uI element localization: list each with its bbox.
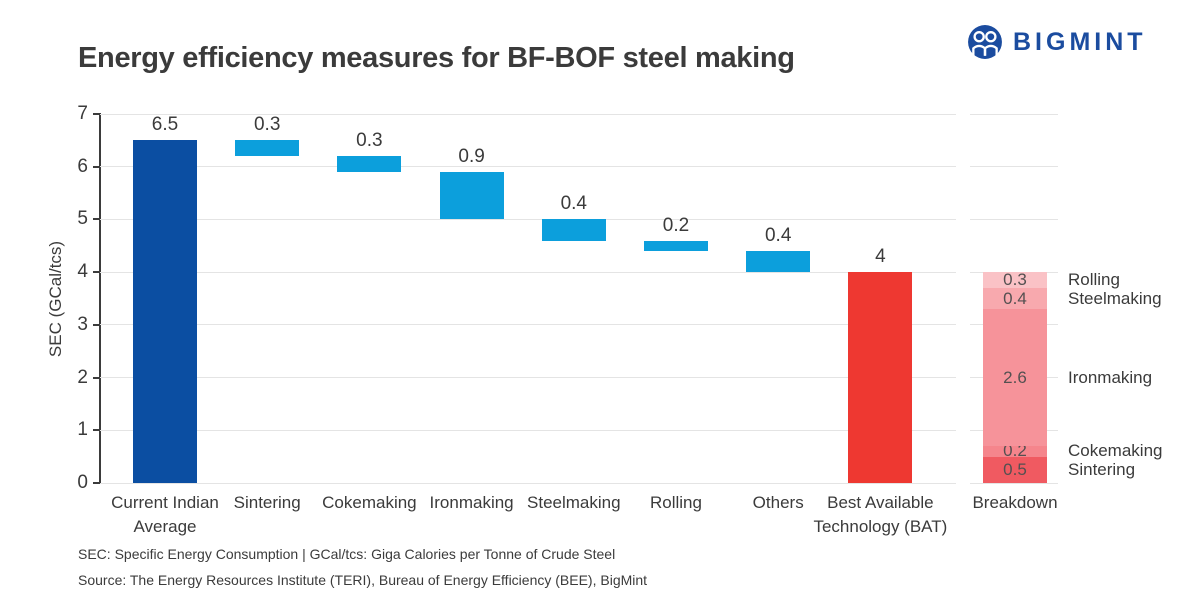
bigmint-logo: BIGMINT (967, 24, 1147, 60)
x-axis-label-ironmaking: Ironmaking (429, 493, 514, 512)
gridline-breakdown (970, 166, 1058, 168)
bar-current-indian-average (133, 140, 197, 483)
bar-value-label: 0.3 (356, 130, 383, 152)
bar-value-label: 0.4 (764, 225, 792, 247)
x-axis-label-others: Others (752, 493, 804, 512)
gridline (100, 377, 956, 379)
y-tick-label: 2 (77, 366, 88, 388)
y-tick-label: 6 (77, 155, 88, 177)
bar-value-label: 0.4 (560, 193, 587, 215)
bar-sintering (235, 140, 300, 157)
y-tick-label: 3 (77, 313, 88, 335)
bar-value-label: 4 (875, 246, 886, 268)
y-axis-tick (93, 218, 100, 221)
breakdown-segment-rolling (983, 272, 1047, 288)
y-tick-label: 0 (77, 472, 88, 493)
breakdown-segment-value: 0.4 (1003, 288, 1027, 308)
bar-rolling (644, 240, 708, 252)
footnote-source: Source: The Energy Resources Institute (… (78, 572, 648, 588)
gridline-breakdown (970, 482, 1058, 484)
gridline (100, 113, 956, 115)
gridline (100, 324, 956, 326)
x-axis-label-sintering: Sintering (233, 493, 301, 512)
breakdown-segment-value: 2.6 (1003, 367, 1027, 387)
breakdown-segment-ironmaking (983, 309, 1047, 447)
gridline (100, 271, 956, 273)
y-axis-tick (93, 113, 100, 115)
gridline (100, 218, 956, 220)
bigmint-logo-text: BIGMINT (1013, 27, 1147, 56)
bar-value-label: 0.3 (253, 114, 281, 136)
footnote-abbreviations: SEC: Specific Energy Consumption | GCal/… (78, 546, 616, 562)
x-axis-label-breakdown: Breakdown (972, 493, 1058, 512)
bar-steelmaking (541, 219, 606, 241)
bar-value-label: 0.2 (662, 214, 690, 236)
chart-title: Energy efficiency measures for BF-BOF st… (78, 42, 795, 74)
bar-value-label: 0.9 (458, 145, 485, 167)
breakdown-segment-value: 0.3 (1003, 270, 1027, 290)
bigmint-logo-icon (967, 24, 1003, 60)
x-axis-label-current-indian-average: Current Indian Average (111, 493, 219, 536)
breakdown-side-label-steelmaking: Steelmaking (1068, 288, 1162, 308)
y-tick-label: 1 (77, 419, 88, 441)
breakdown-segment-steelmaking (983, 287, 1047, 310)
breakdown-segment-sintering (983, 456, 1047, 483)
gridline (100, 429, 956, 431)
bar-value-label: 6.5 (151, 114, 179, 136)
breakdown-segment-value: 0.5 (1003, 459, 1027, 479)
y-tick-label: 7 (77, 103, 88, 124)
bar-cokemaking (337, 156, 402, 172)
y-axis-tick (93, 482, 100, 484)
breakdown-side-label-rolling: Rolling (1068, 270, 1120, 290)
y-axis-tick (93, 429, 100, 432)
gridline-breakdown (970, 218, 1058, 220)
y-tick-label: 5 (77, 208, 88, 230)
breakdown-segment-value: 0.2 (1003, 441, 1027, 461)
breakdown-segment-cokemaking (983, 446, 1047, 457)
gridline-breakdown (970, 113, 1058, 115)
y-axis-tick (93, 271, 100, 274)
y-axis-line (99, 113, 101, 484)
y-axis-tick (93, 376, 100, 379)
gridline (100, 482, 956, 484)
gridline (100, 166, 956, 168)
x-axis-label-rolling: Rolling (650, 493, 702, 512)
x-axis-label-best-available-technology-bat: Best Available Technology (BAT) (813, 493, 948, 536)
y-axis-tick (93, 165, 100, 168)
y-axis-tick (93, 323, 100, 326)
breakdown-side-label-sintering: Sintering (1068, 459, 1136, 479)
bar-others (746, 251, 811, 273)
y-axis-title: SEC (GCal/tcs) (46, 240, 65, 358)
bar-ironmaking (439, 171, 504, 220)
breakdown-side-label-ironmaking: Ironmaking (1068, 367, 1153, 387)
y-tick-label: 4 (77, 261, 88, 283)
x-axis-label-steelmaking: Steelmaking (527, 493, 621, 512)
x-axis-label-cokemaking: Cokemaking (322, 493, 417, 512)
bar-best-available-technology-bat (848, 272, 913, 483)
breakdown-side-label-cokemaking: Cokemaking (1068, 441, 1163, 461)
